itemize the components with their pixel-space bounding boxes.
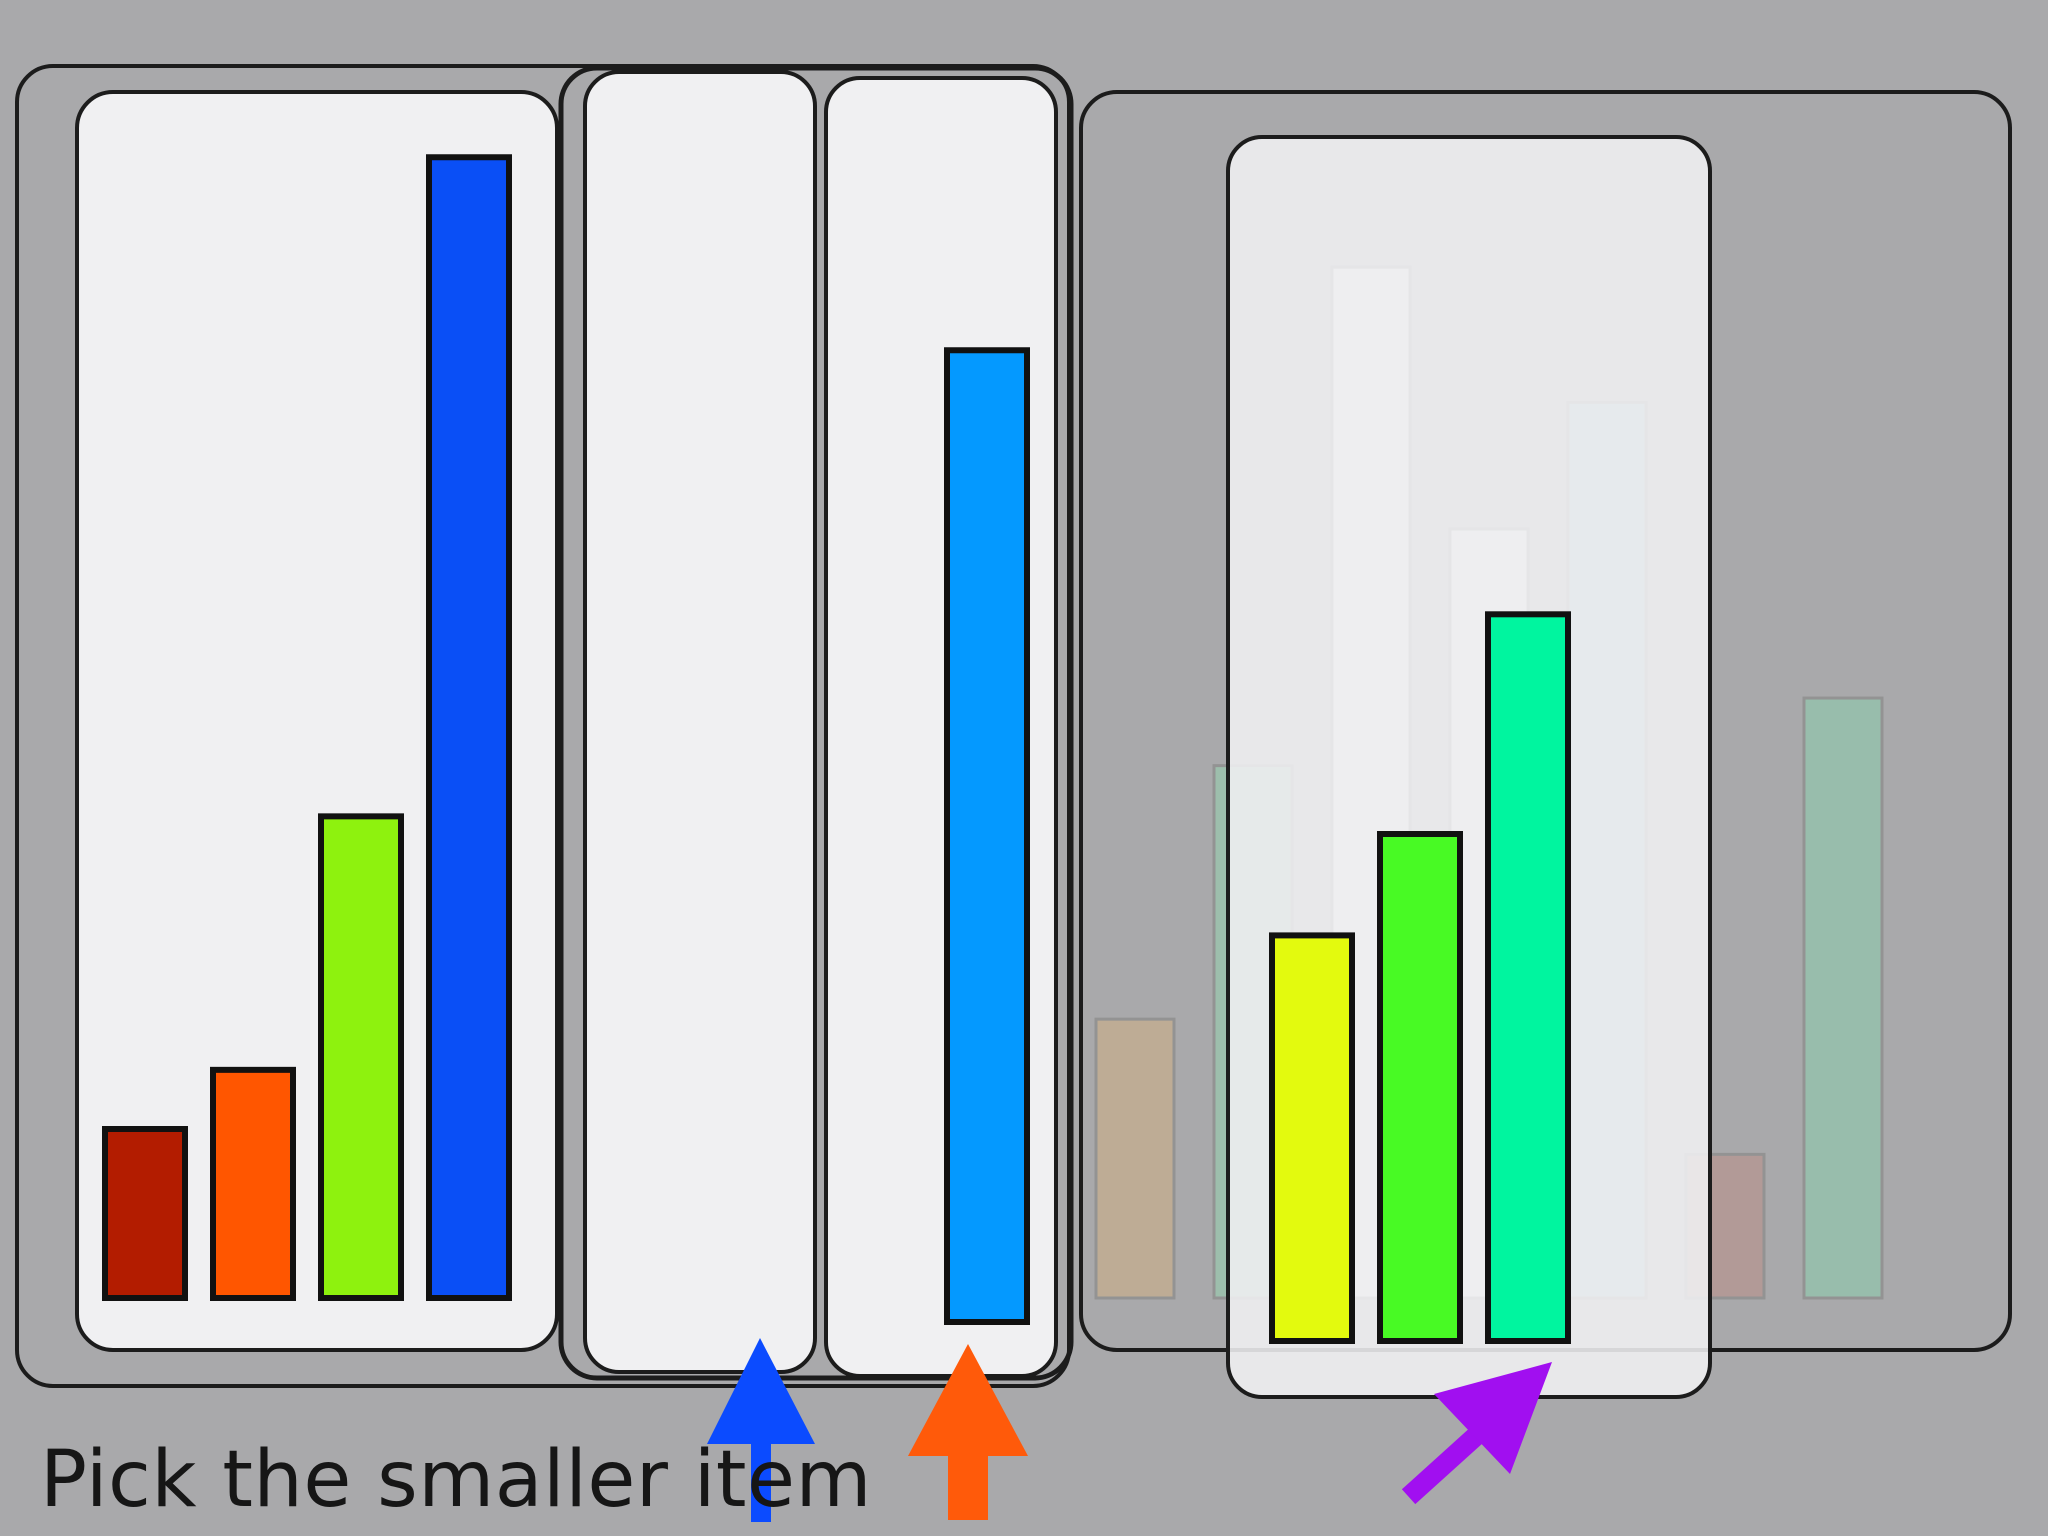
blue-arrow-icon — [707, 1338, 815, 1522]
left-bar-4 — [426, 154, 512, 1301]
right-bar-3 — [1485, 611, 1571, 1344]
faded-bar-7 — [1802, 696, 1884, 1300]
orange-arrow-icon — [908, 1344, 1028, 1520]
purple-arrow-icon — [1401, 1362, 1552, 1505]
right-bar-group — [1269, 611, 1571, 1345]
right-bar-1 — [1269, 932, 1355, 1345]
left-bar-3 — [318, 813, 404, 1301]
single-bar-1 — [944, 347, 1030, 1325]
instruction-caption: Pick the smaller item — [40, 1435, 872, 1525]
left-bar-group — [102, 154, 512, 1301]
right-bar-2 — [1377, 831, 1463, 1344]
left-bar-2 — [210, 1066, 296, 1301]
left-bar-1 — [102, 1126, 188, 1301]
middle-pair-frame — [558, 65, 1074, 1381]
empty-card[interactable] — [583, 70, 817, 1374]
single-bar-group — [944, 347, 1030, 1325]
faded-bar-1 — [1094, 1017, 1176, 1300]
